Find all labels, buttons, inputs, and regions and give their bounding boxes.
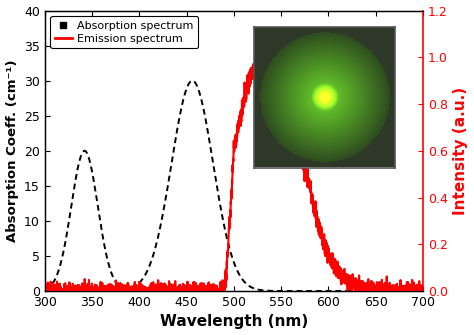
Legend: Absorption spectrum, Emission spectrum: Absorption spectrum, Emission spectrum (50, 16, 198, 48)
Y-axis label: Intensity (a.u.): Intensity (a.u.) (454, 87, 468, 215)
Y-axis label: Absorption Coeff. (cm⁻¹): Absorption Coeff. (cm⁻¹) (6, 60, 18, 242)
X-axis label: Wavelength (nm): Wavelength (nm) (160, 315, 308, 329)
